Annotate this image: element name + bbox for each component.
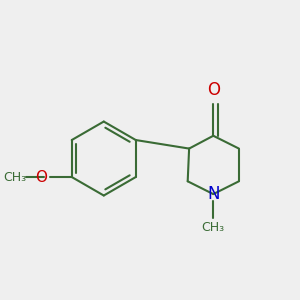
Text: O: O bbox=[36, 169, 48, 184]
Text: CH₃: CH₃ bbox=[202, 221, 225, 234]
Text: N: N bbox=[207, 185, 220, 203]
Text: O: O bbox=[207, 81, 220, 99]
Text: CH₃: CH₃ bbox=[3, 170, 26, 184]
